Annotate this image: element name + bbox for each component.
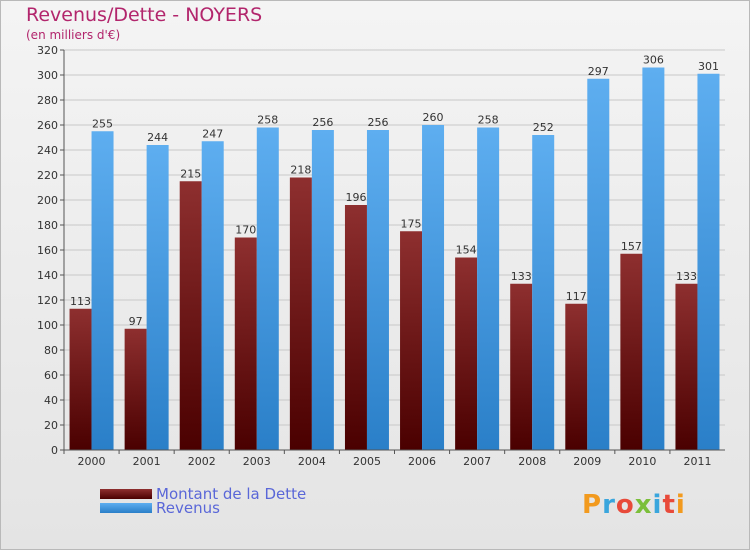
bar-debt — [510, 283, 533, 450]
data-label: 133 — [511, 270, 532, 283]
data-label: 133 — [676, 270, 697, 283]
chart-title: Revenus/Dette - NOYERS — [26, 4, 263, 26]
data-label: 117 — [566, 290, 587, 303]
data-label: 256 — [312, 116, 333, 129]
data-label: 175 — [401, 217, 422, 230]
y-tick-label: 280 — [37, 94, 58, 107]
bar-revenue — [422, 125, 445, 450]
bar-revenue — [366, 130, 389, 450]
x-tick-label: 2005 — [353, 455, 381, 468]
bar-revenue — [146, 145, 169, 450]
data-label: 244 — [147, 131, 168, 144]
x-tick-label: 2006 — [408, 455, 436, 468]
bar-debt — [289, 177, 312, 450]
x-tick-label: 2011 — [683, 455, 711, 468]
data-label: 258 — [478, 114, 499, 127]
y-tick-label: 160 — [37, 244, 58, 257]
bar-debt — [565, 303, 588, 450]
bar-revenue — [532, 135, 555, 450]
bar-debt — [344, 205, 367, 450]
y-tick-label: 220 — [37, 169, 58, 182]
bar-debt — [455, 257, 478, 450]
data-label: 154 — [456, 244, 477, 257]
bar-revenue — [311, 130, 334, 450]
x-tick-label: 2000 — [78, 455, 106, 468]
bar-debt — [620, 253, 643, 450]
data-label: 301 — [698, 60, 719, 73]
data-label: 255 — [92, 117, 113, 130]
y-tick-label: 240 — [37, 144, 58, 157]
y-tick-label: 80 — [44, 344, 58, 357]
bar-debt — [124, 328, 147, 450]
data-label: 97 — [129, 315, 143, 328]
y-tick-label: 20 — [44, 419, 58, 432]
data-label: 297 — [588, 65, 609, 78]
data-label: 215 — [180, 167, 201, 180]
y-tick-label: 140 — [37, 269, 58, 282]
legend-label-debt: Montant de la Dette — [156, 485, 307, 503]
x-tick-label: 2009 — [573, 455, 601, 468]
bar-revenue — [587, 78, 610, 450]
bar-revenue — [642, 67, 665, 450]
bar-debt — [400, 231, 423, 450]
y-tick-label: 180 — [37, 219, 58, 232]
chart-subtitle: (en milliers d'€) — [26, 28, 121, 42]
y-tick-label: 100 — [37, 319, 58, 332]
bar-revenue — [256, 127, 279, 450]
x-tick-label: 2010 — [628, 455, 656, 468]
data-label: 218 — [290, 164, 311, 177]
legend-item-revenue: Revenus — [100, 499, 220, 517]
data-label: 247 — [202, 127, 223, 140]
x-tick-label: 2003 — [243, 455, 271, 468]
bar-revenue — [477, 127, 500, 450]
data-label: 258 — [257, 114, 278, 127]
y-tick-label: 320 — [37, 44, 58, 57]
y-tick-label: 260 — [37, 119, 58, 132]
x-tick-label: 2008 — [518, 455, 546, 468]
y-tick-label: 0 — [51, 444, 58, 457]
bar-debt — [179, 181, 202, 450]
bar-debt — [675, 283, 698, 450]
legend-swatch-debt — [100, 489, 152, 499]
y-tick-label: 300 — [37, 69, 58, 82]
bar-revenue — [697, 73, 720, 450]
x-tick-label: 2001 — [133, 455, 161, 468]
bar-revenue — [201, 141, 224, 450]
x-tick-label: 2002 — [188, 455, 216, 468]
x-tick-label: 2004 — [298, 455, 326, 468]
y-tick-label: 60 — [44, 369, 58, 382]
data-label: 260 — [423, 111, 444, 124]
data-label: 113 — [70, 295, 91, 308]
proxiti-logo: Proxiti — [582, 490, 686, 520]
legend-item-debt: Montant de la Dette — [100, 485, 307, 503]
data-label: 306 — [643, 54, 664, 67]
data-label: 256 — [367, 116, 388, 129]
y-tick-label: 200 — [37, 194, 58, 207]
data-label: 157 — [621, 240, 642, 253]
data-label: 252 — [533, 121, 554, 134]
data-label: 196 — [345, 191, 366, 204]
bar-debt — [234, 237, 257, 450]
y-tick-label: 40 — [44, 394, 58, 407]
bar-debt — [69, 308, 92, 450]
legend-swatch-revenue — [100, 503, 152, 513]
legend-label-revenue: Revenus — [156, 499, 220, 517]
data-label: 170 — [235, 224, 256, 237]
x-tick-label: 2007 — [463, 455, 491, 468]
bar-revenue — [91, 131, 114, 450]
y-tick-label: 120 — [37, 294, 58, 307]
